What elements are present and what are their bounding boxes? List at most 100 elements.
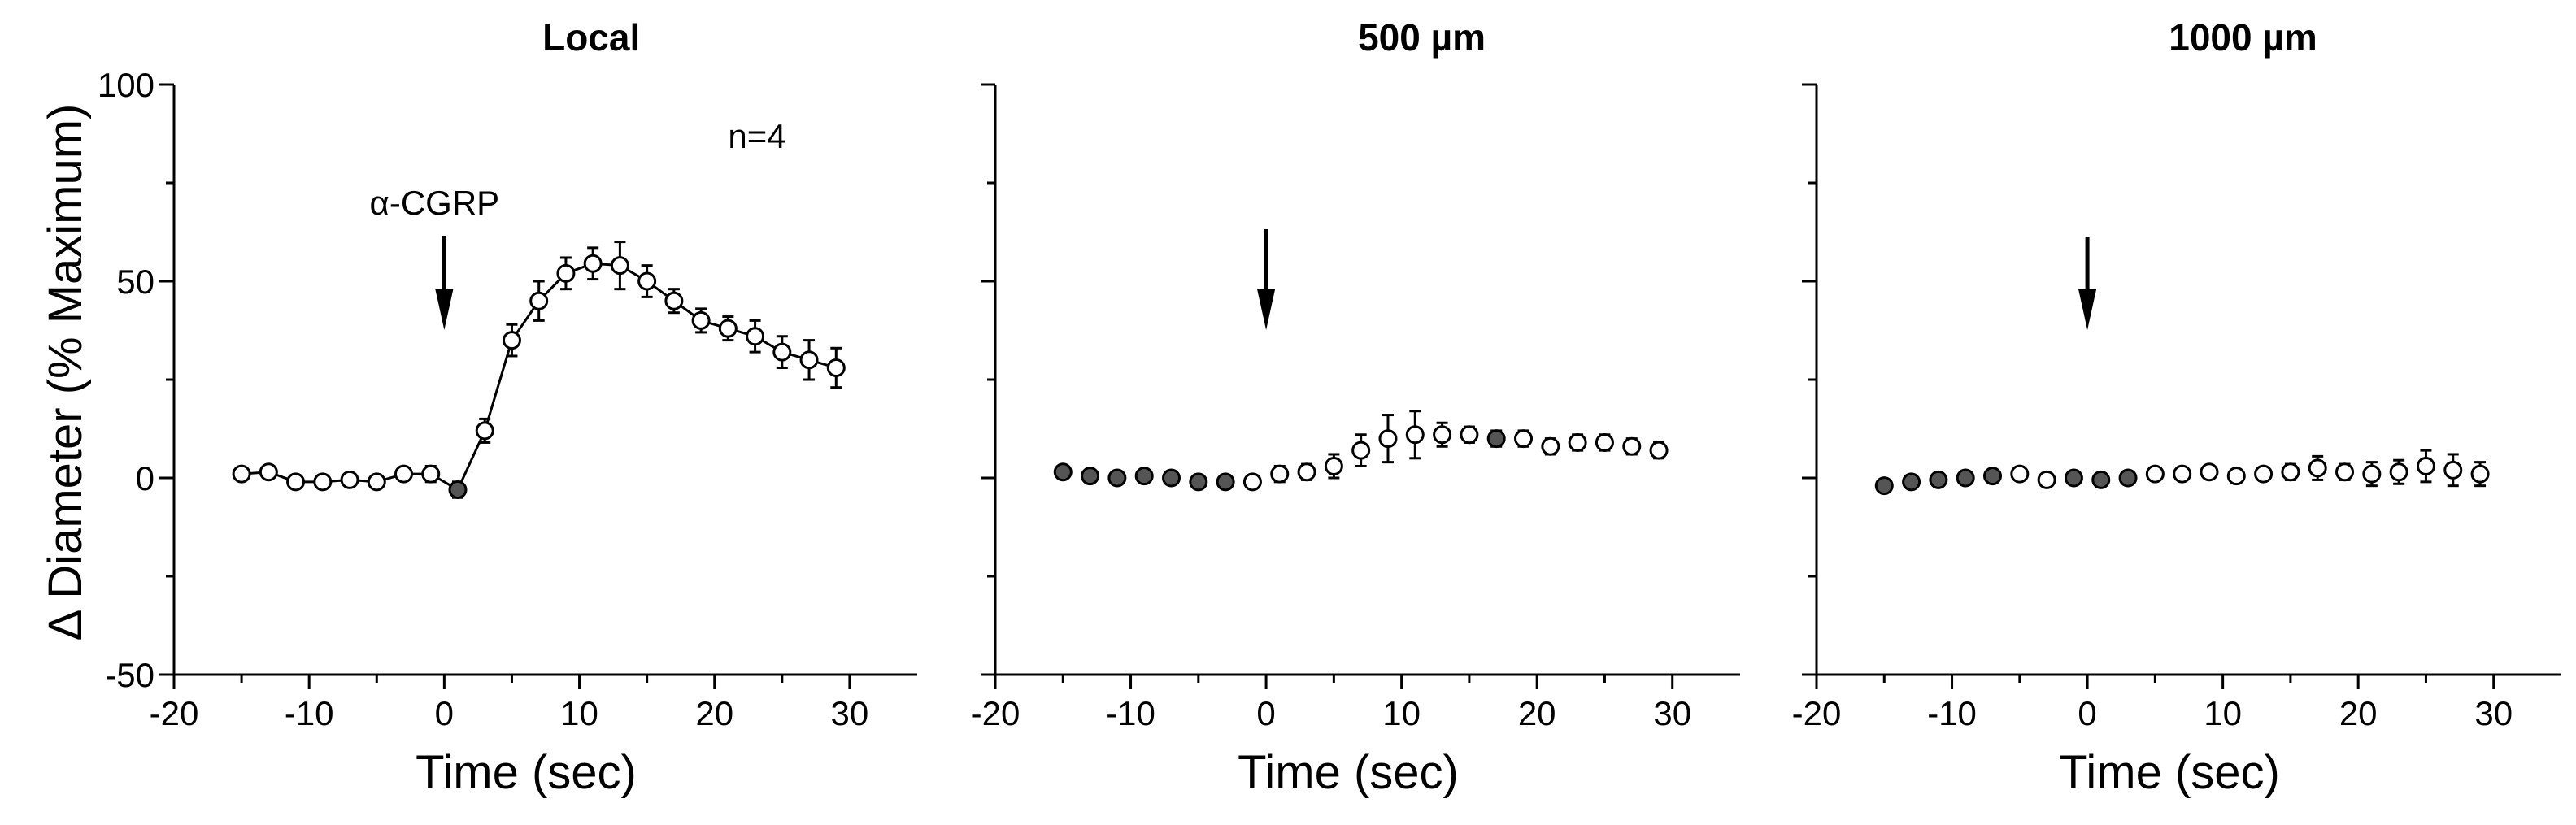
y-tick-label: 50 [116, 263, 154, 301]
data-point [556, 263, 576, 283]
data-point [1433, 425, 1452, 445]
data-point [2226, 467, 2246, 486]
data-point [2389, 462, 2408, 482]
data-point [772, 342, 792, 362]
data-point [394, 464, 414, 484]
x-tick-label: -10 [285, 694, 334, 732]
data-point [1297, 462, 1316, 482]
x-tick-label: 0 [2078, 694, 2096, 732]
data-point [1081, 467, 1100, 486]
data-point [2173, 464, 2192, 484]
data-point [448, 480, 468, 500]
x-tick-label: 20 [695, 694, 733, 732]
x-tick-label: 0 [435, 694, 454, 732]
data-point [2145, 464, 2165, 484]
data-point [313, 472, 333, 492]
data-point [2037, 470, 2056, 489]
data-point [1460, 425, 1479, 445]
x-tick-label: -10 [1106, 694, 1155, 732]
data-point [1956, 468, 1975, 488]
panel-title: Local [542, 16, 640, 59]
data-point [421, 464, 441, 484]
chart-panel-1: -20 -10 0 10 20 30 -50 0 50 100 Local Time (sec) α-C… [98, 16, 917, 799]
x-tick-label: -20 [1792, 694, 1842, 732]
data-point [259, 462, 278, 482]
arrow-head [2078, 289, 2097, 330]
y-axis-title: Δ Diameter (% Maximum) [39, 104, 92, 641]
data-point [1134, 467, 1154, 486]
data-point [1351, 441, 1371, 460]
x-axis-title: Time (sec) [416, 746, 637, 799]
data-point [1378, 429, 1398, 449]
arrow-label: α-CGRP [370, 184, 500, 222]
data-point [637, 271, 657, 291]
arrow-head [1257, 289, 1276, 330]
data-point [799, 350, 819, 370]
data-point [2362, 464, 2382, 484]
x-tick-label: 30 [1653, 694, 1691, 732]
data-point [2091, 470, 2111, 489]
data-point [2200, 462, 2219, 482]
data-point [1929, 470, 1948, 489]
data-point [1405, 425, 1425, 445]
data-point [475, 421, 494, 441]
x-axis-title: Time (sec) [2059, 746, 2280, 799]
data-point [286, 472, 306, 492]
y-tick-label: 100 [98, 66, 154, 104]
data-point [2308, 458, 2327, 478]
data-point [691, 310, 711, 330]
data-point [2443, 460, 2463, 480]
data-point [2118, 468, 2138, 488]
data-point [1216, 472, 1235, 492]
x-tick-label: 30 [2474, 694, 2513, 732]
data-point [2010, 464, 2030, 484]
arrow-head [435, 289, 454, 330]
x-tick-label: 10 [560, 694, 598, 732]
panel-title: 1000 µm [2169, 16, 2317, 59]
data-point [826, 358, 846, 377]
data-point [1874, 476, 1894, 496]
x-tick-label: 0 [1256, 694, 1275, 732]
data-point [1486, 429, 1506, 449]
data-point [2335, 462, 2355, 482]
data-point [1595, 432, 1614, 452]
y-tick-label: 0 [136, 459, 154, 497]
data-point [1902, 472, 1921, 492]
data-point [1270, 464, 1290, 484]
y-tick-label: -50 [105, 656, 154, 694]
data-point [1053, 462, 1073, 482]
data-point [2416, 456, 2435, 475]
data-point [2064, 468, 2083, 488]
data-point [1324, 456, 1343, 475]
data-point [232, 464, 251, 484]
data-point [718, 319, 738, 338]
data-point [2254, 464, 2274, 484]
x-tick-label: -10 [1927, 694, 1977, 732]
data-point [746, 327, 765, 346]
data-point [1514, 429, 1534, 449]
x-tick-label: -20 [150, 694, 199, 732]
x-tick-label: 20 [2339, 694, 2378, 732]
data-point [2470, 464, 2490, 484]
data-point [583, 254, 603, 273]
data-point [1541, 436, 1560, 456]
data-point [529, 291, 549, 310]
chart-panel-3: -20 -10 0 10 20 30 1000 µm Time (sec) [1792, 16, 2561, 799]
data-point [502, 331, 521, 350]
data-point [340, 470, 359, 489]
data-point [1189, 472, 1208, 492]
data-point [1983, 467, 2003, 486]
x-tick-label: 10 [1382, 694, 1421, 732]
data-point [664, 291, 684, 310]
x-tick-label: 10 [2204, 694, 2242, 732]
data-point [1242, 472, 1262, 492]
data-point [1622, 436, 1642, 456]
x-tick-label: -20 [971, 694, 1020, 732]
x-tick-label: 30 [831, 694, 869, 732]
data-point [2281, 462, 2300, 482]
data-point [1649, 441, 1669, 460]
x-tick-label: 20 [1518, 694, 1556, 732]
data-point [367, 472, 386, 492]
